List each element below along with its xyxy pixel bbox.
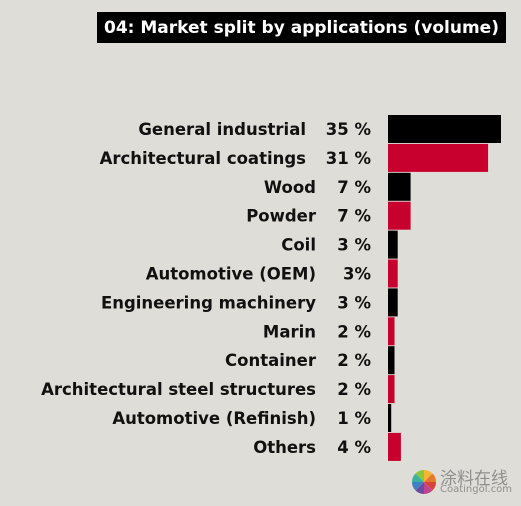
category-label: Engineering machinery (101, 293, 316, 312)
bar-10 (388, 404, 392, 432)
category-label: Coil (281, 236, 316, 255)
category-label: General industrial (138, 120, 306, 139)
bar-6 (388, 288, 398, 317)
value-label: 7 % (337, 207, 371, 226)
value-label: 3 % (337, 236, 371, 255)
category-label: Powder (246, 207, 317, 226)
value-label: 3 % (337, 293, 371, 312)
bar-0 (388, 115, 501, 143)
watermark: 涂料在线 Coatingol.com (410, 464, 520, 502)
bar-2 (388, 172, 411, 201)
value-label: 2 % (337, 351, 371, 370)
watermark-chinese-name: 涂料在线 (440, 469, 508, 489)
watermark-site: Coatingol.com (440, 484, 513, 495)
category-label: Automotive (Refinish) (112, 409, 316, 428)
bar-4 (388, 230, 398, 259)
category-labels: General industrial Architectural coatings… (41, 120, 317, 457)
category-label: Architectural steel structures (41, 380, 316, 399)
category-label: Container (225, 351, 317, 370)
category-label: Marin (263, 322, 316, 341)
category-label: Wood (264, 178, 316, 197)
value-label: 3% (343, 265, 371, 284)
category-label: Automotive (OEM) (146, 265, 316, 284)
pinwheel-logo-icon (411, 469, 437, 495)
value-label: 7 % (337, 178, 371, 197)
chart-title: 04: Market split by applications (volume… (97, 12, 506, 43)
category-label: Others (253, 438, 316, 457)
bar-11 (388, 432, 401, 461)
value-label: 1 % (337, 409, 371, 428)
value-label: 35 % (326, 120, 372, 139)
bar-8 (388, 346, 395, 375)
value-label: 31 % (326, 149, 372, 168)
bar-3 (388, 201, 411, 230)
value-labels: 35 % 31 % 7 % 7 % 3 % 3% 3 % 2 % 2 % 2 % 1 % 4 % (326, 120, 372, 457)
bar-9 (388, 375, 395, 404)
bar-7 (388, 317, 395, 346)
value-label: 4 % (337, 438, 371, 457)
category-label: Architectural coatings (100, 149, 307, 168)
value-label: 2 % (337, 380, 371, 399)
value-label: 2 % (337, 322, 371, 341)
bars-group (388, 115, 501, 461)
bar-5 (388, 259, 398, 288)
bar-1 (388, 143, 489, 172)
